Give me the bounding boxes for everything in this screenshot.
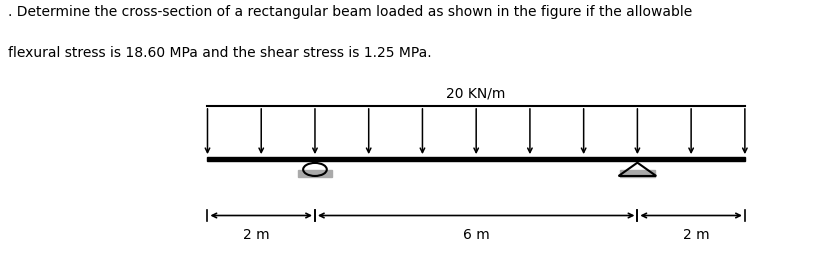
- Text: 6 m: 6 m: [463, 227, 489, 241]
- Text: 2 m: 2 m: [242, 227, 269, 241]
- Text: 2 m: 2 m: [683, 227, 710, 241]
- Bar: [208, 157, 745, 162]
- Text: flexural stress is 18.60 MPa and the shear stress is 1.25 MPa.: flexural stress is 18.60 MPa and the she…: [8, 46, 432, 60]
- Bar: [297, 170, 333, 178]
- Text: 20 KN/m: 20 KN/m: [447, 86, 506, 100]
- Text: . Determine the cross-section of a rectangular beam loaded as shown in the figur: . Determine the cross-section of a recta…: [8, 5, 692, 19]
- Bar: [620, 170, 655, 178]
